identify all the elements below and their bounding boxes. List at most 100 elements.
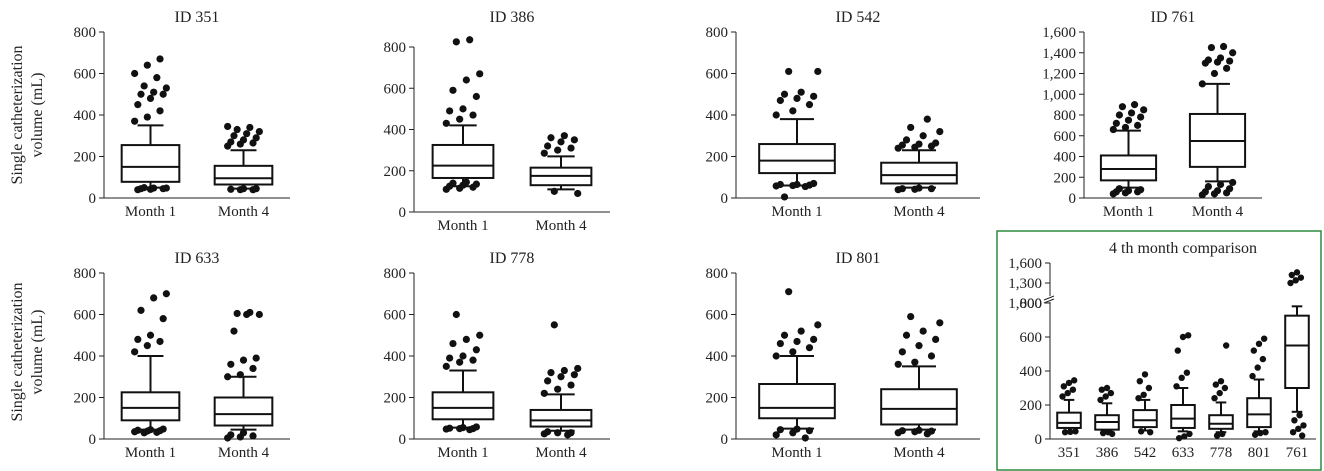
- outlier-point: [810, 335, 818, 343]
- box-group: Month 1: [758, 67, 836, 220]
- y-axis-label-top-line1: Single catheterization: [9, 45, 26, 184]
- outlier-point: [462, 335, 470, 343]
- outlier-point: [233, 309, 241, 318]
- outlier-point: [472, 180, 480, 188]
- iqr-box: [1208, 414, 1234, 430]
- iqr-box: [1284, 314, 1310, 389]
- iqr-box: [758, 383, 836, 420]
- outlier-point: [1140, 391, 1147, 398]
- outlier-point: [911, 358, 919, 366]
- outlier-point: [456, 115, 464, 123]
- outlier-point: [1184, 332, 1192, 339]
- outlier-point: [1229, 178, 1237, 187]
- outlier-point: [462, 178, 470, 186]
- iqr-box: [880, 388, 958, 426]
- outlier-point: [550, 187, 558, 195]
- outlier-point: [570, 371, 578, 379]
- outlier-point: [567, 381, 575, 389]
- y-tick-label: 400: [74, 108, 97, 124]
- box-group: Month 4: [529, 321, 593, 461]
- x-tick-label: Month 4: [535, 445, 587, 461]
- outlier-point: [252, 134, 260, 142]
- outlier-point: [1216, 389, 1223, 397]
- y-tick-label: 200: [384, 391, 407, 407]
- outlier-point: [923, 115, 931, 123]
- outlier-point: [902, 136, 911, 144]
- y-tick-label: 0: [399, 432, 407, 448]
- box-group: Month 1: [431, 36, 495, 234]
- outlier-point: [1146, 429, 1154, 436]
- outlier-point: [919, 327, 927, 335]
- x-tick-label: Month 1: [125, 204, 176, 220]
- outlier-point: [146, 94, 155, 102]
- y-tick-label: 800: [384, 40, 407, 56]
- iqr-box: [431, 143, 495, 179]
- outlier-point: [793, 180, 801, 189]
- x-tick-label: 542: [1134, 445, 1157, 461]
- outlier-point: [1297, 274, 1305, 281]
- outlier-point: [1072, 428, 1079, 435]
- iqr-box: [431, 391, 495, 421]
- x-tick-label: Month 4: [893, 445, 945, 461]
- boxplot-panel: ID 801 0 200 400 600 800 Month 1 Month 4: [706, 250, 980, 461]
- x-tick-label: Month 4: [218, 204, 270, 220]
- y-axis-label-top-line2: volume (mL): [29, 73, 46, 158]
- outlier-point: [1204, 56, 1212, 64]
- box-group: 801: [1246, 335, 1272, 461]
- x-tick-label: 633: [1172, 445, 1195, 461]
- outlier-point: [776, 426, 784, 434]
- outlier-point: [1127, 109, 1136, 117]
- axis-break-mark: [1043, 295, 1055, 301]
- outlier-point: [452, 310, 460, 319]
- outlier-point: [540, 389, 548, 397]
- iqr-box: [120, 391, 181, 422]
- outlier-point: [1065, 379, 1073, 387]
- outlier-point: [915, 342, 923, 350]
- outlier-point: [544, 428, 552, 436]
- outlier-point: [1137, 428, 1145, 435]
- outlier-point: [560, 366, 568, 375]
- outlier-point: [459, 352, 467, 360]
- outlier-point: [547, 134, 555, 142]
- outlier-point: [131, 348, 139, 356]
- y-tick-label: 800: [706, 266, 729, 282]
- outlier-point: [140, 184, 148, 192]
- boxplot-panel: ID 761 0 200 400 600 800 1,000 1,200 1,400 1,600 M…: [1042, 9, 1262, 220]
- box-group: 761: [1284, 269, 1310, 461]
- outlier-point: [236, 371, 244, 379]
- iqr-box: [1056, 411, 1082, 429]
- outlier-point: [1173, 383, 1180, 390]
- outlier-point: [1292, 277, 1299, 284]
- outlier-point: [1213, 187, 1222, 195]
- outlier-point: [472, 92, 480, 101]
- outlier-point: [246, 308, 254, 317]
- panel-title: ID 801: [836, 250, 881, 267]
- outlier-point: [1255, 340, 1263, 347]
- x-tick-label: Month 4: [893, 204, 945, 220]
- outlier-point: [919, 132, 927, 140]
- outlier-point: [1112, 119, 1120, 127]
- outlier-point: [134, 335, 142, 343]
- outlier-point: [1226, 185, 1234, 193]
- boxplot-panel: ID 542 0 200 400 600 800 Month 1 Month 4: [706, 9, 980, 220]
- outlier-point: [805, 427, 814, 435]
- panel-title: ID 351: [175, 9, 220, 26]
- outlier-point: [1107, 389, 1115, 397]
- outlier-point: [1070, 377, 1078, 384]
- outlier-point: [772, 431, 780, 439]
- outlier-point: [898, 348, 906, 356]
- outlier-point: [462, 76, 470, 84]
- outlier-point: [557, 373, 565, 381]
- outlier-point: [255, 128, 263, 136]
- outlier-point: [1059, 393, 1066, 400]
- outlier-point: [805, 344, 814, 352]
- outlier-point: [1295, 425, 1302, 432]
- panel-title: ID 778: [490, 250, 535, 267]
- outlier-point: [1098, 386, 1106, 393]
- x-tick-label: Month 1: [437, 218, 488, 234]
- outlier-point: [140, 82, 148, 90]
- outlier-point: [1060, 383, 1068, 390]
- outlier-point: [1257, 429, 1264, 437]
- x-tick-label: Month 1: [437, 445, 488, 461]
- x-tick-label: Month 4: [218, 445, 270, 461]
